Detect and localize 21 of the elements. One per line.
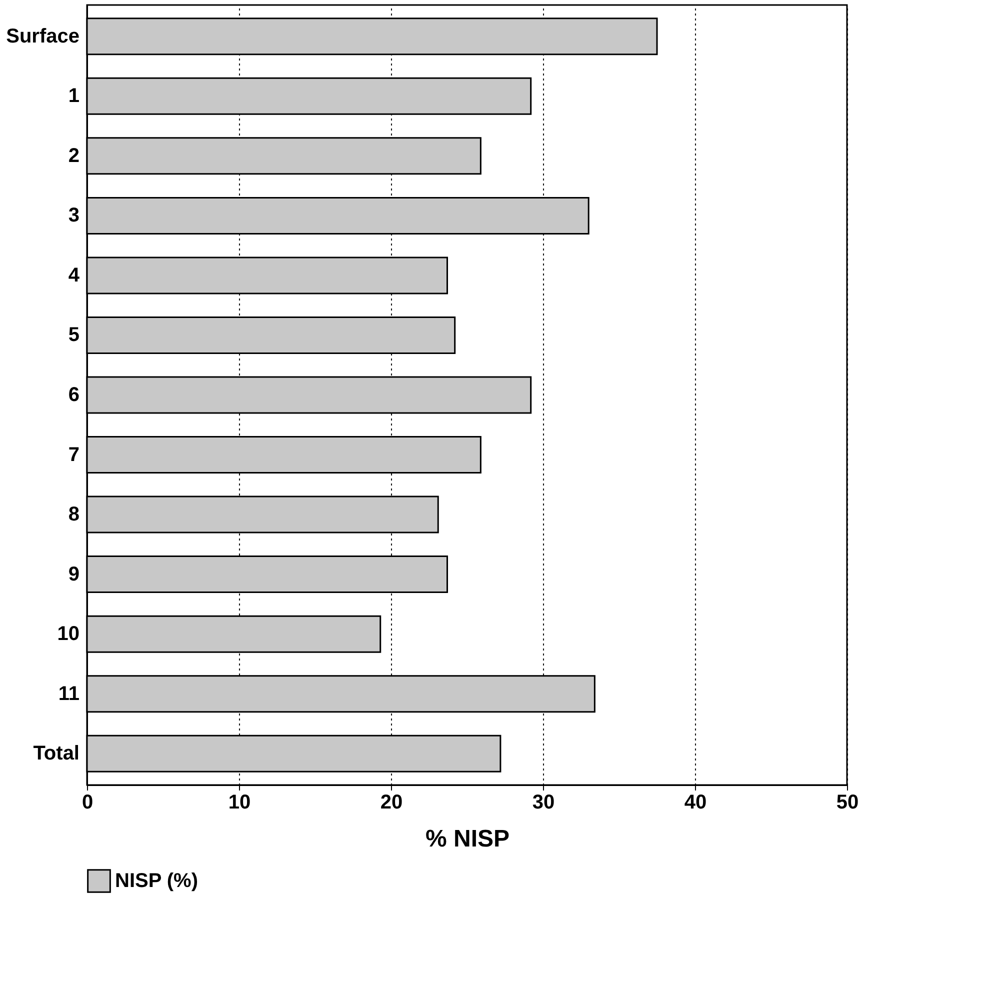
y-tick-label: 1 [68,85,80,108]
y-tick-label: 6 [68,384,80,406]
x-tick-label: 30 [532,792,555,814]
y-tick-label: 10 [57,623,80,646]
y-tick-label: 2 [68,144,80,167]
y-tick-label: 5 [68,324,80,346]
y-tick-label: 11 [58,682,80,705]
y-tick-label: Total [33,742,80,765]
y-tick-label: 9 [68,563,80,586]
x-tick-label: 10 [228,792,251,814]
x-axis-title: % NISP [425,826,510,852]
x-tick-label: 40 [684,792,707,814]
x-tick-label: 20 [380,792,403,814]
x-tick-label: 50 [836,792,859,814]
y-tick-label: 4 [68,264,80,286]
y-tick-label: 3 [68,204,80,227]
legend-label: NISP (%) [115,870,198,892]
y-tick-label: Surface [6,25,80,48]
y-tick-label: 8 [68,504,80,526]
x-tick-label: 0 [82,792,94,814]
y-tick-label: 7 [68,444,80,466]
